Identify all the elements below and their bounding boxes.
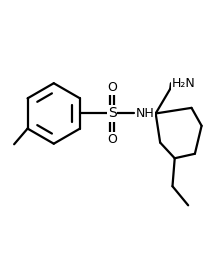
Text: S: S [108,107,116,121]
Text: O: O [107,133,117,146]
Text: NH: NH [136,107,154,120]
Text: H₂N: H₂N [172,77,196,90]
Text: O: O [107,81,117,94]
